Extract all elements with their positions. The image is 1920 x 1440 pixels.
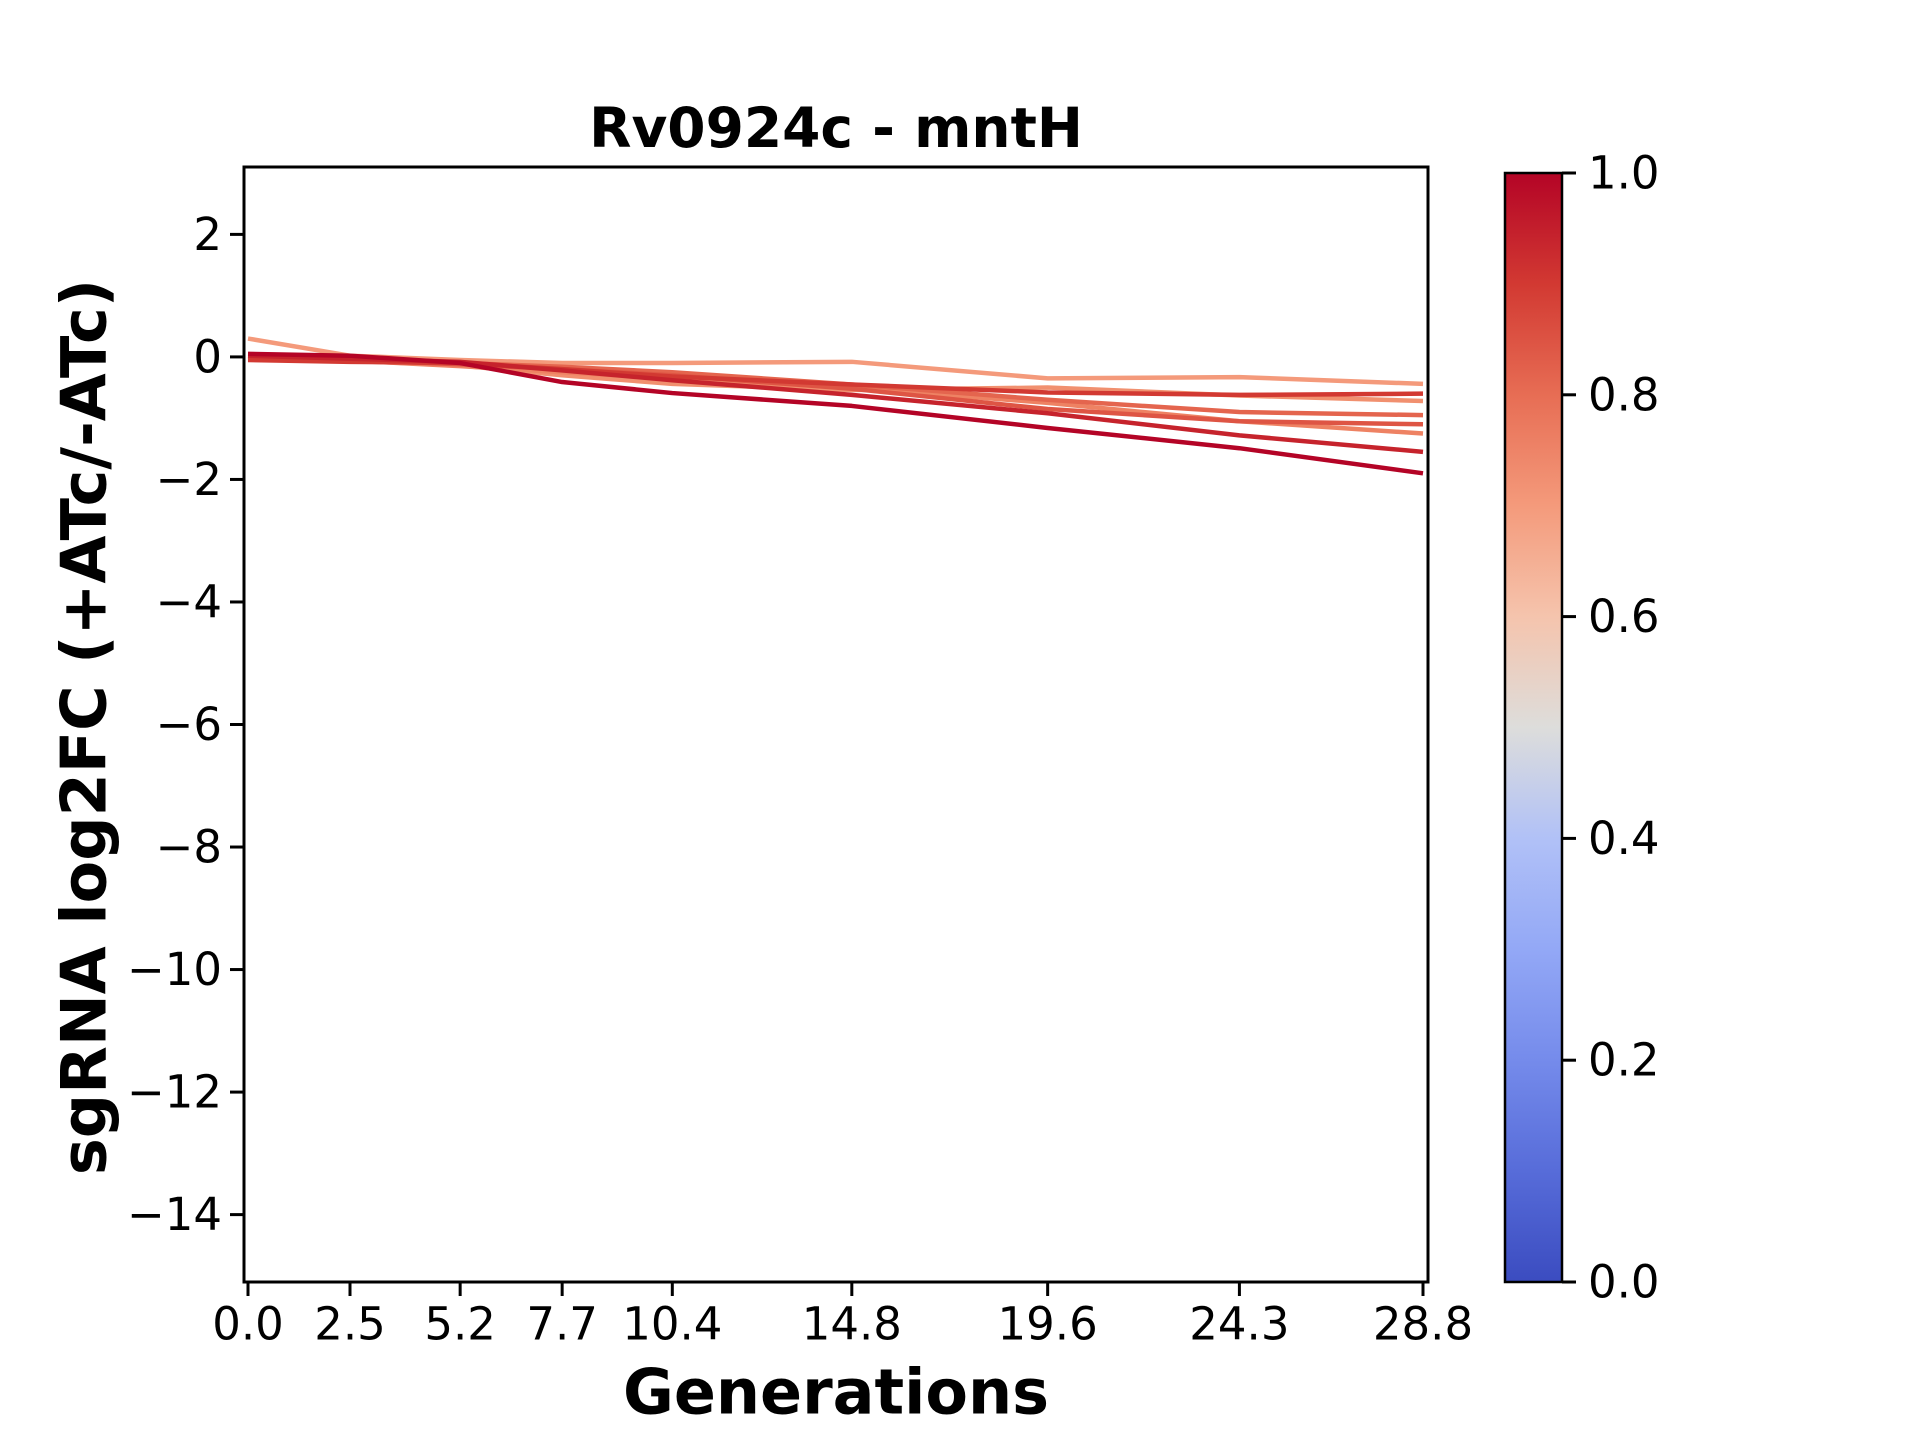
series-line-8 (247, 351, 1424, 476)
colorbar-tick-label: 0.6 (1588, 590, 1660, 643)
y-tick-label: −2 (156, 453, 222, 506)
y-tick-label: −8 (156, 821, 222, 874)
series-line-6 (247, 357, 1424, 398)
y-tick-label: 2 (193, 208, 222, 261)
y-tick-label: −4 (156, 575, 222, 628)
colorbar-tick-label: 1.0 (1588, 147, 1660, 200)
y-tick-label: −10 (127, 943, 222, 996)
colorbar (1503, 171, 1564, 1284)
y-tick-label: 0 (193, 330, 222, 383)
x-tick-label: 0.0 (212, 1298, 284, 1351)
y-tick-label: −14 (127, 1188, 222, 1241)
x-axis-label: Generations (622, 1355, 1050, 1429)
y-tick-label: −12 (127, 1066, 222, 1119)
x-tick-label: 28.8 (1373, 1298, 1473, 1351)
colorbar-tick-label: 0.4 (1588, 812, 1660, 865)
x-tick-label: 10.4 (622, 1298, 722, 1351)
colorbar-tick-label: 0.2 (1588, 1034, 1660, 1087)
chart-title: Rv0924c - mntH (589, 96, 1083, 160)
x-tick-label: 2.5 (314, 1298, 386, 1351)
x-tick-label: 14.8 (802, 1298, 902, 1351)
y-axis-label: sgRNA log2FC (+ATc/-ATc) (47, 278, 121, 1176)
x-tick-label: 19.6 (998, 1298, 1098, 1351)
plot-spines (242, 165, 1430, 1284)
y-tick-label: −6 (156, 698, 222, 751)
colorbar-tick-label: 0.0 (1588, 1256, 1660, 1309)
x-tick-label: 7.7 (526, 1298, 598, 1351)
x-tick-label: 24.3 (1189, 1298, 1289, 1351)
x-tick-label: 5.2 (424, 1298, 496, 1351)
colorbar-tick-label: 0.8 (1588, 368, 1660, 421)
